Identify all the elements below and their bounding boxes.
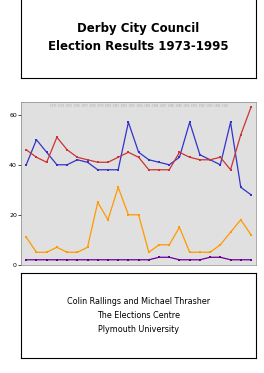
Text: Derby City Council
Election Results 1973-1995: Derby City Council Election Results 1973…: [48, 22, 229, 53]
Text: 1973  1974  1975  1976  1977  1978  1979  1980  1981  1982  1983  1984  1985  19: 1973 1974 1975 1976 1977 1978 1979 1980 …: [50, 104, 228, 108]
Text: Colin Rallings and Michael Thrasher
The Elections Centre
Plymouth University: Colin Rallings and Michael Thrasher The …: [67, 297, 210, 334]
